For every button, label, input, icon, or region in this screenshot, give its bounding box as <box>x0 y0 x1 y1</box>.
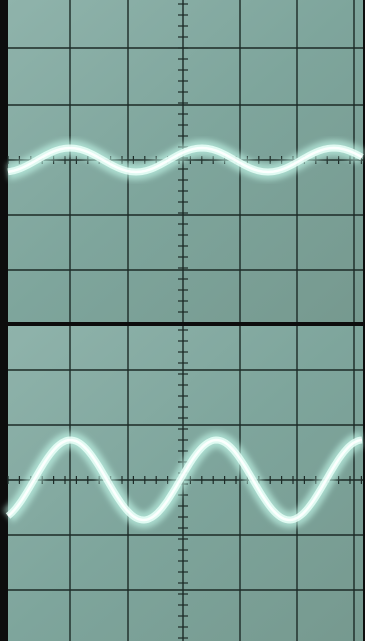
trace-core <box>7 146 363 174</box>
screen-content <box>3 0 365 641</box>
trace-core <box>7 438 363 522</box>
